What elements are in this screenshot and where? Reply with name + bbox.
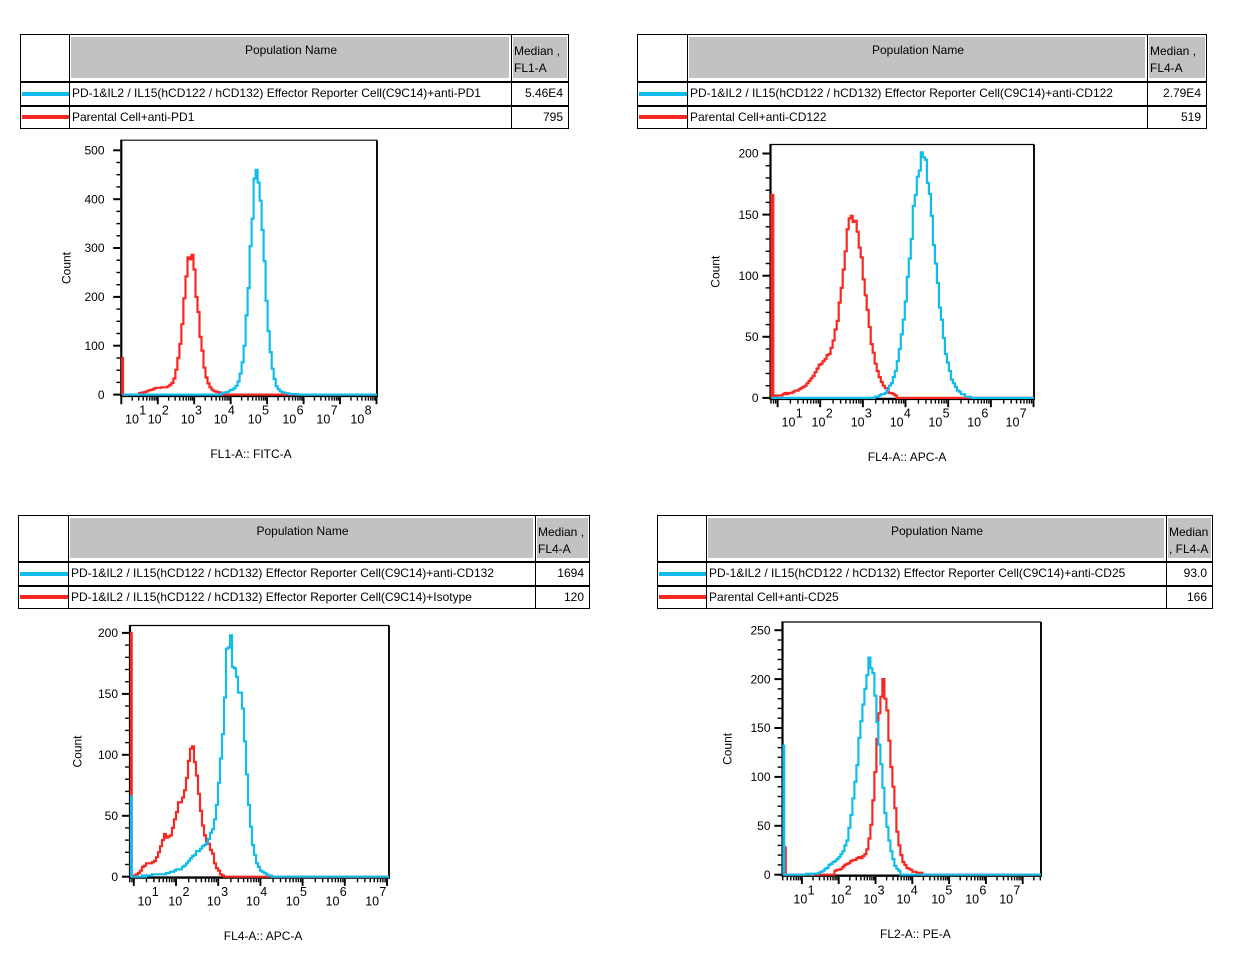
svg-text:5: 5 [262,404,269,418]
svg-text:7: 7 [1020,407,1027,421]
svg-text:Count: Count [721,732,735,765]
svg-text:6: 6 [981,407,988,421]
svg-text:150: 150 [98,687,118,701]
svg-text:10: 10 [246,894,260,908]
svg-text:200: 200 [750,672,770,686]
svg-text:10: 10 [793,892,807,906]
svg-text:2: 2 [183,885,190,899]
svg-text:0: 0 [752,391,759,405]
svg-text:7: 7 [331,404,338,418]
svg-text:10: 10 [831,892,845,906]
svg-text:10: 10 [248,413,262,427]
svg-text:2: 2 [845,883,852,897]
svg-text:200: 200 [98,626,118,640]
svg-text:1: 1 [796,407,803,421]
svg-text:8: 8 [365,404,372,418]
svg-text:1: 1 [808,883,815,897]
svg-text:6: 6 [340,885,347,899]
svg-text:200: 200 [84,290,104,304]
svg-text:6: 6 [979,883,986,897]
svg-text:10: 10 [931,892,945,906]
svg-text:5: 5 [943,407,950,421]
svg-text:10: 10 [967,416,981,430]
svg-text:10: 10 [326,894,340,908]
svg-text:1: 1 [139,404,146,418]
svg-text:10: 10 [863,892,877,906]
svg-text:100: 100 [750,770,770,784]
svg-text:10: 10 [851,416,865,430]
svg-text:10: 10 [812,416,826,430]
svg-text:10: 10 [365,894,379,908]
svg-text:FL2-A:: PE-A: FL2-A:: PE-A [880,927,951,941]
svg-text:4: 4 [911,883,918,897]
svg-text:FL4-A:: APC-A: FL4-A:: APC-A [224,929,303,943]
svg-text:10: 10 [928,416,942,430]
svg-text:10: 10 [207,894,221,908]
svg-text:50: 50 [757,819,771,833]
svg-text:10: 10 [181,413,195,427]
svg-text:0: 0 [98,388,105,402]
svg-text:100: 100 [84,339,104,353]
svg-text:10: 10 [138,894,152,908]
svg-text:1: 1 [152,885,159,899]
svg-text:4: 4 [260,885,267,899]
svg-text:5: 5 [300,885,307,899]
svg-text:6: 6 [297,404,304,418]
svg-text:150: 150 [738,208,758,222]
svg-text:10: 10 [890,416,904,430]
svg-text:50: 50 [745,330,759,344]
svg-text:10: 10 [999,892,1013,906]
svg-text:2: 2 [826,407,833,421]
svg-text:10: 10 [148,413,162,427]
svg-text:2: 2 [162,404,169,418]
svg-text:4: 4 [904,407,911,421]
svg-text:300: 300 [84,241,104,255]
svg-text:500: 500 [84,144,104,158]
svg-text:4: 4 [228,404,235,418]
svg-text:10: 10 [286,894,300,908]
svg-text:3: 3 [865,407,872,421]
svg-text:10: 10 [316,413,330,427]
svg-text:200: 200 [738,147,758,161]
svg-text:150: 150 [750,721,770,735]
svg-text:10: 10 [350,413,364,427]
svg-text:10: 10 [125,413,139,427]
svg-text:0: 0 [764,868,771,882]
svg-text:5: 5 [945,883,952,897]
svg-text:3: 3 [221,885,228,899]
svg-text:FL1-A:: FITC-A: FL1-A:: FITC-A [210,447,291,461]
svg-text:FL4-A:: APC-A: FL4-A:: APC-A [868,450,947,464]
svg-text:10: 10 [214,413,228,427]
svg-text:10: 10 [782,416,796,430]
svg-text:100: 100 [738,269,758,283]
svg-text:50: 50 [105,809,119,823]
svg-text:10: 10 [1006,416,1020,430]
svg-text:7: 7 [379,885,386,899]
svg-text:0: 0 [111,870,118,884]
svg-text:Count: Count [71,735,85,768]
svg-text:Count: Count [60,251,74,284]
svg-text:10: 10 [282,413,296,427]
svg-text:100: 100 [98,748,118,762]
svg-text:7: 7 [1013,883,1020,897]
svg-text:3: 3 [195,404,202,418]
svg-text:250: 250 [750,623,770,637]
svg-text:3: 3 [878,883,885,897]
svg-text:10: 10 [897,892,911,906]
svg-text:10: 10 [168,894,182,908]
svg-text:Count: Count [709,255,723,288]
svg-text:400: 400 [84,192,104,206]
svg-text:10: 10 [965,892,979,906]
